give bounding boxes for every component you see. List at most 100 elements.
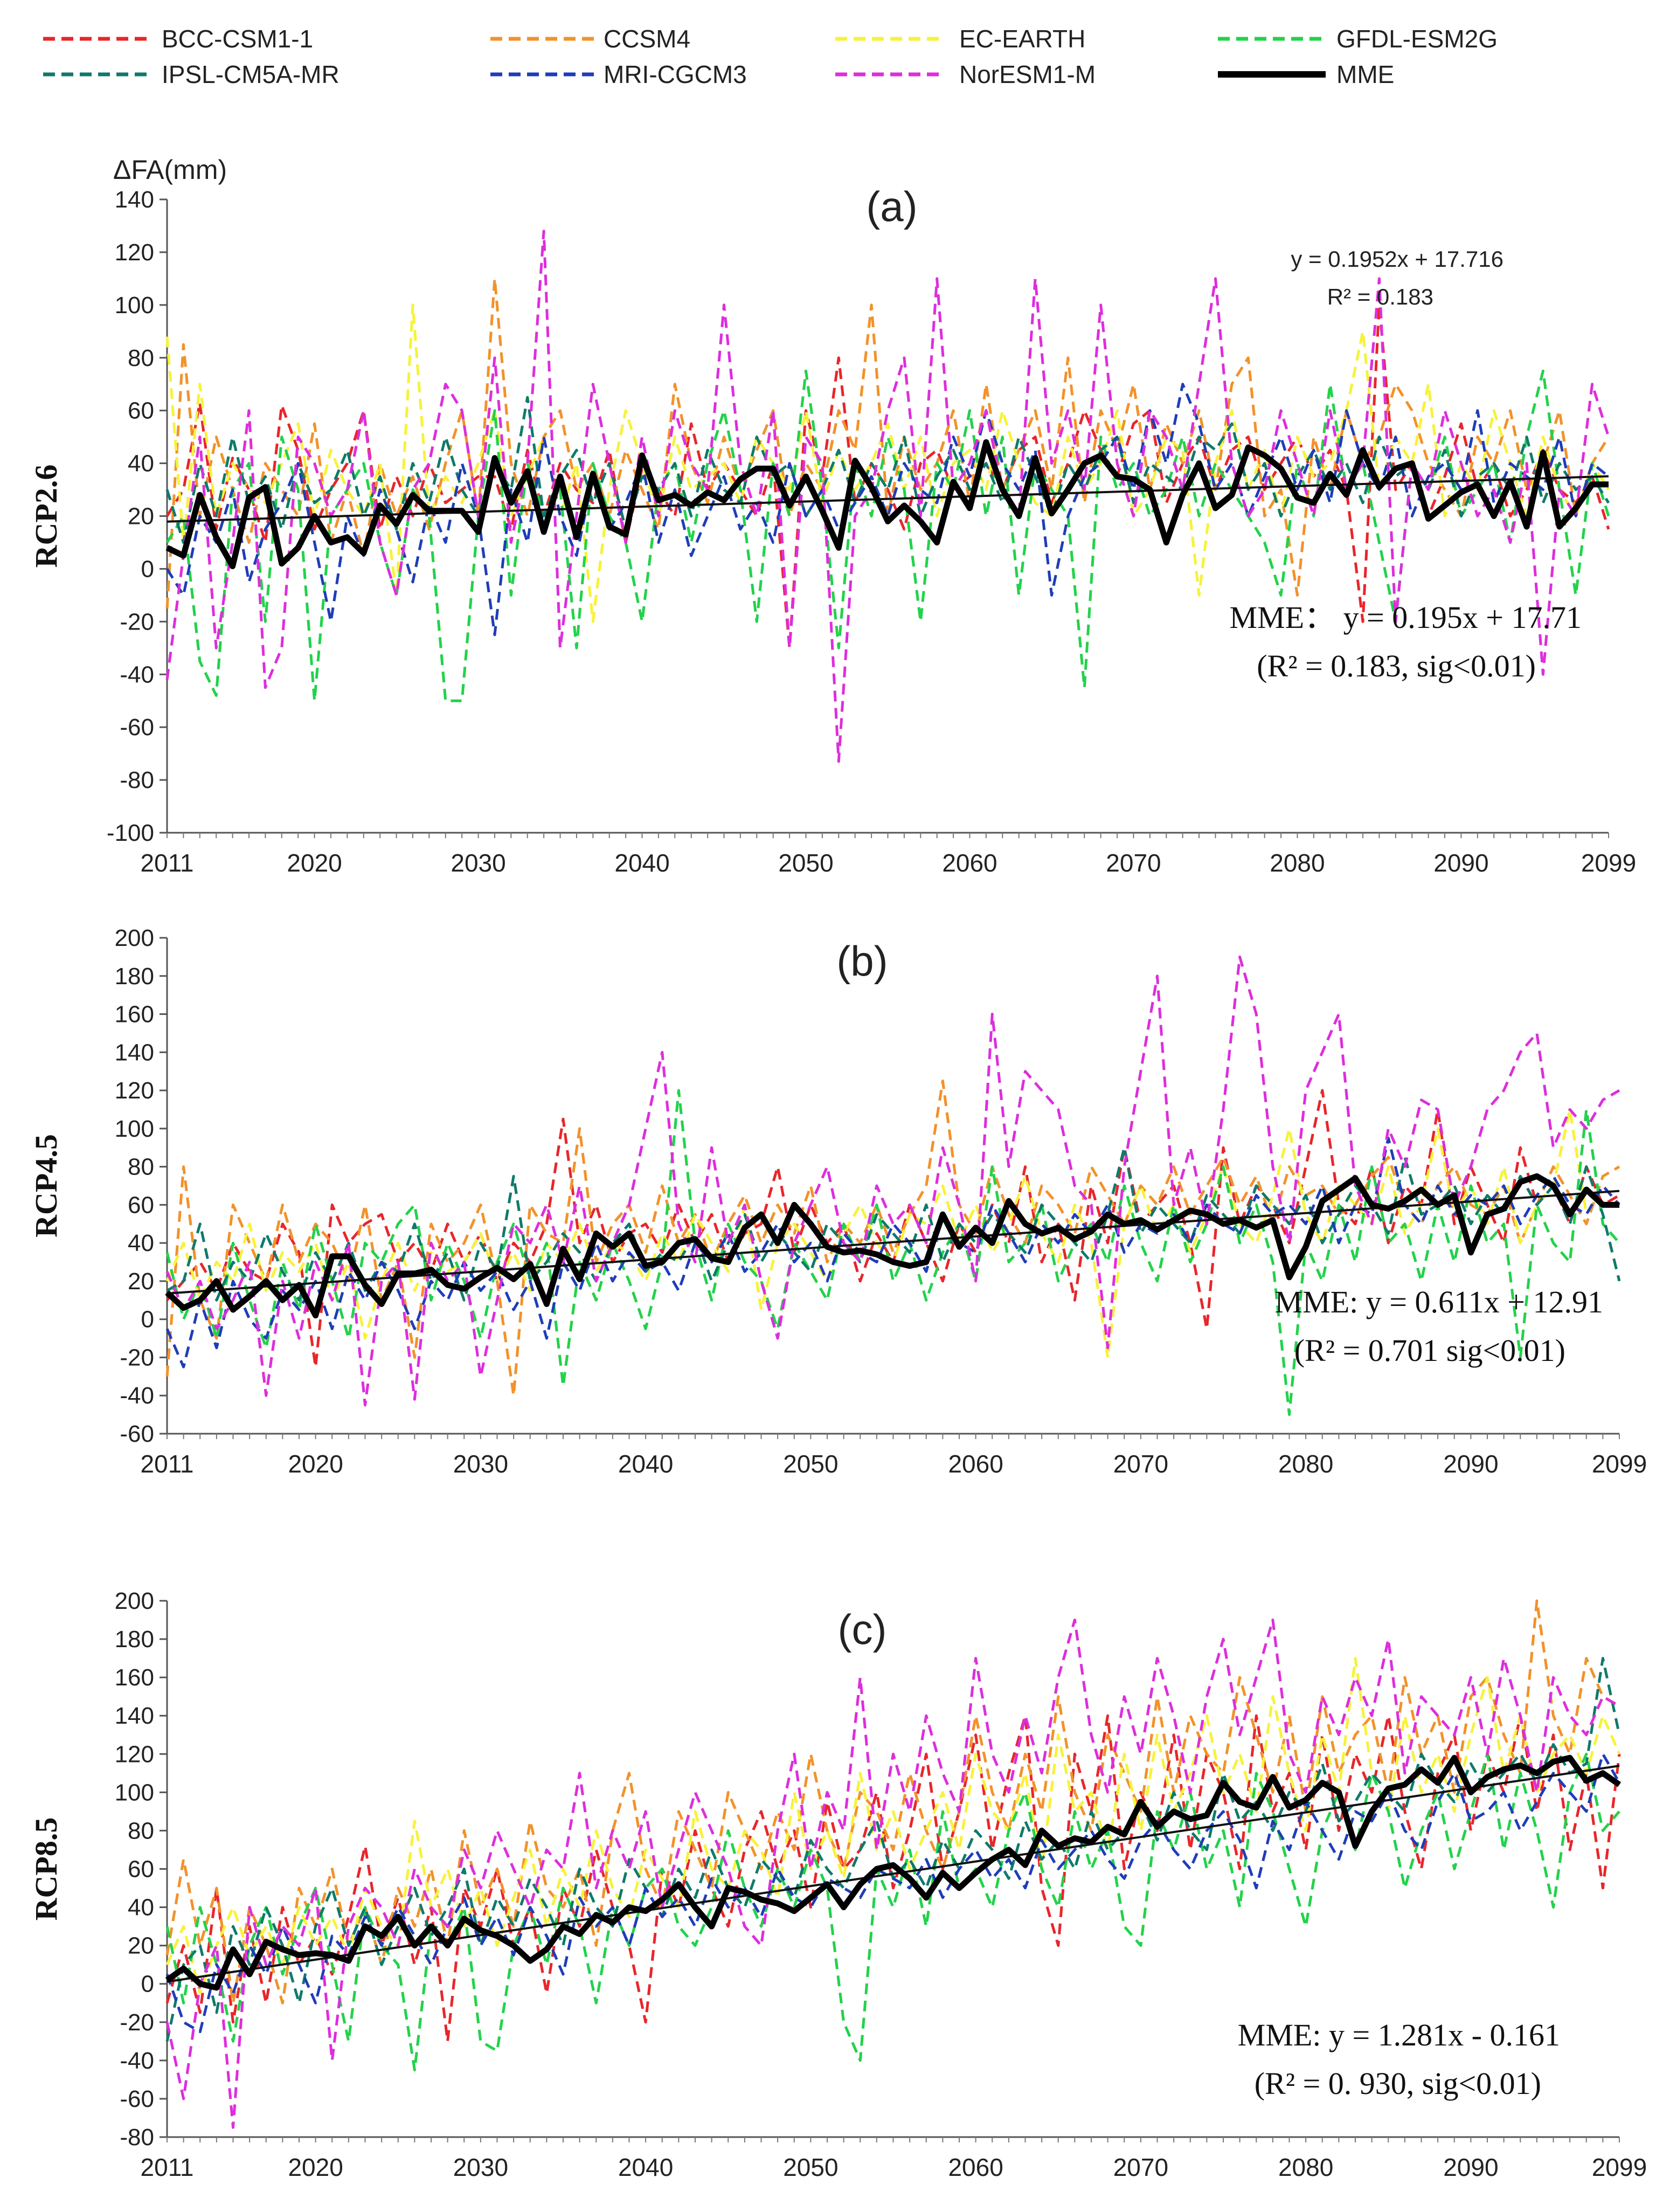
y-axis-label: RCP4.5 xyxy=(29,1134,64,1238)
y-tick-label: 20 xyxy=(128,1933,154,1959)
x-tick-label: 2020 xyxy=(287,849,342,877)
x-tick-label: 2080 xyxy=(1278,1450,1333,1478)
y-tick-label: 20 xyxy=(128,1268,154,1295)
y-tick-label: 160 xyxy=(115,1001,154,1028)
series-ipsl-cm5a-mr xyxy=(165,396,1610,544)
x-tick-label: 2060 xyxy=(948,2153,1003,2181)
x-tick-label: 2030 xyxy=(453,1450,508,1478)
series-ec-earth xyxy=(165,303,1610,623)
x-tick-label: 2060 xyxy=(948,1450,1003,1478)
y-tick-label: -60 xyxy=(120,1421,154,1447)
y-tick-label: 60 xyxy=(128,398,154,424)
x-tick-label: 2040 xyxy=(614,849,669,877)
x-tick-label: 2070 xyxy=(1113,1450,1168,1478)
series-gfdl-esm2g xyxy=(165,1752,1620,2072)
y-tick-label: 100 xyxy=(115,292,154,319)
y-tick-label: -20 xyxy=(120,2009,154,2036)
panel-label: (b) xyxy=(836,937,888,985)
series-mme xyxy=(165,1173,1619,1319)
y-ticks: -100 -80 -60 -40 -20 0 20 40 60 80 100 120 140 xyxy=(107,186,167,846)
legend-label: BCC-CSM1-1 xyxy=(162,25,313,53)
mme-equation: MME： y = 0.195x + 17.71 xyxy=(1230,600,1582,635)
x-tick-label: 2090 xyxy=(1433,849,1488,877)
x-tick-label: 2099 xyxy=(1592,2153,1647,2181)
y-tick-label: -80 xyxy=(120,2124,154,2151)
legend-item-noresm1-m: NorESM1-M xyxy=(835,60,1096,88)
x-tick-label: 2070 xyxy=(1106,849,1161,877)
y-tick-label: 0 xyxy=(141,1971,154,1997)
series-ipsl-cm5a-mr xyxy=(166,1146,1621,1302)
y-tick-label: 120 xyxy=(115,239,154,266)
series-bcc-csm1-1 xyxy=(165,1714,1621,2043)
series-mme xyxy=(165,1754,1622,1991)
mme-equation: MME: y = 0.611x + 12.91 xyxy=(1275,1284,1603,1319)
y-tick-label: 140 xyxy=(115,186,154,213)
y-ticks: -80 -60 -40 -20 0 20 40 60 80 100 120 140 160 180 200 xyxy=(115,1588,167,2151)
y-tick-label: 40 xyxy=(128,1895,154,1921)
trend-r2-label: R² = 0.183 xyxy=(1327,284,1433,309)
x-tick-label: 2011 xyxy=(141,1450,194,1478)
series-mri-cgcm3 xyxy=(165,383,1610,637)
y-axis-label: RCP8.5 xyxy=(29,1817,64,1921)
y-tick-label: 200 xyxy=(115,925,154,951)
legend-label: CCSM4 xyxy=(604,25,690,53)
x-tick-label: 2030 xyxy=(453,2153,508,2181)
legend-item-ec-earth: EC-EARTH xyxy=(835,25,1085,53)
y-tick-label: 160 xyxy=(115,1664,154,1691)
series-ccsm4 xyxy=(165,1079,1620,1397)
legend-item-mme: MME xyxy=(1218,60,1394,88)
mme-r2: (R² = 0.701 sig<0.01) xyxy=(1294,1333,1565,1368)
x-tick-label: 2020 xyxy=(288,2153,343,2181)
legend-label: EC-EARTH xyxy=(959,25,1085,53)
y-tick-label: 100 xyxy=(115,1116,154,1142)
series-gfdl-esm2g xyxy=(165,369,1610,702)
y-tick-label: 200 xyxy=(115,1588,154,1614)
x-tick-label: 2040 xyxy=(618,1450,673,1478)
x-tick-label: 2050 xyxy=(783,1450,838,1478)
series-gfdl-esm2g xyxy=(165,1089,1620,1416)
y-tick-label: 40 xyxy=(128,451,154,477)
mme-trend-line xyxy=(167,1765,1620,1983)
y-tick-label: 60 xyxy=(128,1192,154,1218)
x-tick-label: 2050 xyxy=(783,2153,838,2181)
panel-b-rcp45: -60-40-200204060801001201401601802002011… xyxy=(29,925,1647,1478)
legend-label: NorESM1-M xyxy=(959,60,1096,88)
y-tick-label: -20 xyxy=(120,609,154,635)
trend-equation-label: y = 0.1952x + 17.716 xyxy=(1291,246,1503,272)
y-tick-label: 20 xyxy=(128,503,154,530)
y-tick-label: 140 xyxy=(115,1703,154,1729)
series-ccsm4 xyxy=(165,1599,1620,2004)
mme-trend-line xyxy=(167,475,1609,523)
y-tick-label: 100 xyxy=(115,1779,154,1806)
series-noresm1-m xyxy=(165,230,1610,763)
panel-label: (a) xyxy=(866,183,917,230)
legend-item-mri-cgcm3: MRI-CGCM3 xyxy=(490,60,747,88)
y-tick-label: 180 xyxy=(115,963,154,990)
x-tick-label: 2040 xyxy=(618,2153,673,2181)
mme-r2: (R² = 0.183, sig<0.01) xyxy=(1257,648,1536,683)
mme-r2: (R² = 0. 930, sig<0.01) xyxy=(1255,2066,1541,2101)
y-tick-label: 60 xyxy=(128,1856,154,1883)
y-tick-label: -20 xyxy=(120,1344,154,1371)
y-tick-label: 120 xyxy=(115,1741,154,1767)
y-tick-label: 0 xyxy=(141,1307,154,1333)
x-tick-label: 2090 xyxy=(1443,1450,1498,1478)
x-tick-label: 2011 xyxy=(141,2153,194,2181)
series-mme xyxy=(165,439,1609,569)
legend: BCC-CSM1-1 CCSM4 EC-EARTH GFDL-ESM2G IPSL-CM… xyxy=(43,25,1498,88)
legend-label: IPSL-CM5A-MR xyxy=(162,60,339,88)
y-tick-label: -40 xyxy=(120,661,154,688)
mme-equation: MME: y = 1.281x - 0.161 xyxy=(1238,2017,1560,2052)
legend-item-gfdl-esm2g: GFDL-ESM2G xyxy=(1218,25,1498,53)
y-tick-label: 140 xyxy=(115,1039,154,1066)
legend-item-ccsm4: CCSM4 xyxy=(490,25,690,53)
y-tick-label: 120 xyxy=(115,1077,154,1104)
legend-label: GFDL-ESM2G xyxy=(1336,25,1498,53)
x-ticks: 2011 2020 2030 2040 2050 2060 2070 2080 2090 2099 xyxy=(141,833,1636,877)
unit-label: ΔFA(mm) xyxy=(113,155,227,185)
y-tick-label: 40 xyxy=(128,1230,154,1256)
y-tick-label: 80 xyxy=(128,345,154,371)
y-tick-label: 80 xyxy=(128,1154,154,1180)
y-tick-label: -40 xyxy=(120,2048,154,2074)
